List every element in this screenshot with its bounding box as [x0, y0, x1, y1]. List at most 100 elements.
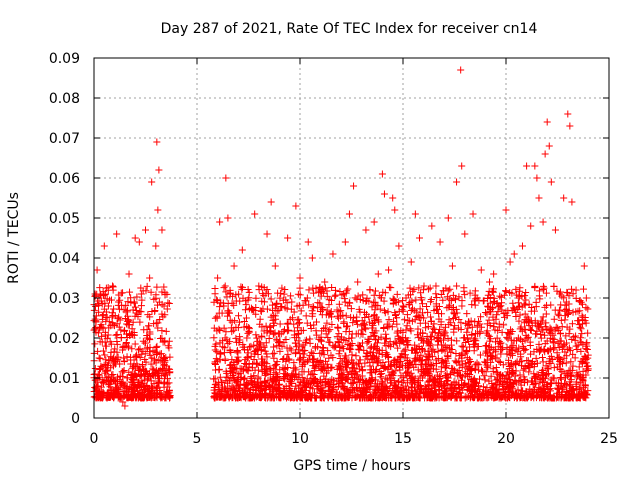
chart-title: Day 287 of 2021, Rate Of TEC Index for r…: [161, 21, 538, 37]
data-point: [216, 218, 224, 226]
data-point: [486, 278, 494, 286]
data-point: [535, 194, 543, 202]
data-point: [259, 358, 267, 366]
data-point: [551, 226, 559, 234]
data-point: [337, 366, 345, 374]
data-point: [494, 370, 502, 378]
data-point: [461, 230, 469, 238]
data-point: [385, 266, 393, 274]
data-point: [354, 278, 362, 286]
data-point: [543, 118, 551, 126]
data-point: [100, 242, 108, 250]
data-point: [576, 338, 584, 346]
data-point: [135, 238, 143, 246]
data-point: [399, 302, 407, 310]
data-point: [121, 402, 129, 410]
data-point: [341, 238, 349, 246]
x-tick-label: 20: [497, 431, 515, 447]
data-point: [296, 274, 304, 282]
data-point: [212, 366, 220, 374]
data-point: [94, 382, 102, 390]
x-tick-label: 10: [291, 431, 309, 447]
data-point: [457, 66, 465, 74]
data-point: [432, 282, 440, 290]
data-point: [506, 258, 514, 266]
data-point: [115, 386, 123, 394]
data-point: [251, 210, 259, 218]
y-tick-label: 0.03: [49, 291, 80, 307]
data-point: [271, 262, 279, 270]
data-point: [280, 374, 288, 382]
data-point: [255, 282, 263, 290]
data-point: [533, 174, 541, 182]
data-point: [93, 266, 101, 274]
data-point: [370, 218, 378, 226]
data-point: [123, 342, 131, 350]
data-point: [275, 330, 283, 338]
data-point: [127, 374, 135, 382]
y-axis-label: ROTI / TECUs: [6, 192, 22, 284]
data-point: [564, 110, 572, 118]
data-point: [263, 230, 271, 238]
data-point: [458, 162, 466, 170]
grid-lines: [94, 58, 609, 418]
data-point: [148, 178, 156, 186]
data-point: [395, 242, 403, 250]
data-point: [420, 314, 428, 322]
data-point: [560, 194, 568, 202]
y-tick-label: 0: [71, 411, 80, 427]
data-point: [440, 330, 448, 338]
data-point: [527, 222, 535, 230]
data-point: [502, 206, 510, 214]
data-point: [547, 178, 555, 186]
data-point: [329, 250, 337, 258]
data-point: [448, 262, 456, 270]
data-point: [96, 290, 104, 298]
data-point: [95, 354, 103, 362]
data-point: [154, 206, 162, 214]
data-point: [153, 138, 161, 146]
data-point: [572, 286, 580, 294]
data-point: [156, 350, 164, 358]
data-point: [224, 214, 232, 222]
y-tick-label: 0.02: [49, 331, 80, 347]
x-tick-label: 0: [90, 431, 99, 447]
data-point: [568, 198, 576, 206]
data-point: [510, 250, 518, 258]
data-point: [345, 210, 353, 218]
data-point: [292, 202, 300, 210]
plot-frame: [93, 57, 610, 419]
data-point: [490, 270, 498, 278]
data-point: [469, 210, 477, 218]
data-point: [477, 266, 485, 274]
axis-ticks: 0 5 10 15 20 25 0 0.01 0.02 0.03 0.04 0.05 0.06 0.07 0…: [49, 51, 618, 447]
data-point: [403, 354, 411, 362]
data-point: [146, 274, 154, 282]
data-point: [139, 382, 147, 390]
data-point: [518, 242, 526, 250]
data-point: [308, 254, 316, 262]
data-point: [473, 294, 481, 302]
y-tick-label: 0.06: [49, 171, 80, 187]
data-point: [230, 262, 238, 270]
data-point: [247, 386, 255, 394]
data-point: [113, 230, 121, 238]
y-tick-label: 0.04: [49, 251, 80, 267]
data-point: [98, 338, 106, 346]
data-point: [374, 270, 382, 278]
data-point: [234, 370, 242, 378]
data-point: [284, 234, 292, 242]
y-tick-label: 0.05: [49, 211, 80, 227]
x-axis-label: GPS time / hours: [293, 458, 410, 474]
data-point: [541, 150, 549, 158]
data-point: [119, 398, 127, 406]
data-point: [288, 298, 296, 306]
data-point: [300, 350, 308, 358]
y-tick-label: 0.08: [49, 91, 80, 107]
data-point: [556, 290, 564, 298]
data-point: [150, 366, 158, 374]
data-point: [411, 210, 419, 218]
data-point: [162, 370, 170, 378]
data-point: [391, 206, 399, 214]
